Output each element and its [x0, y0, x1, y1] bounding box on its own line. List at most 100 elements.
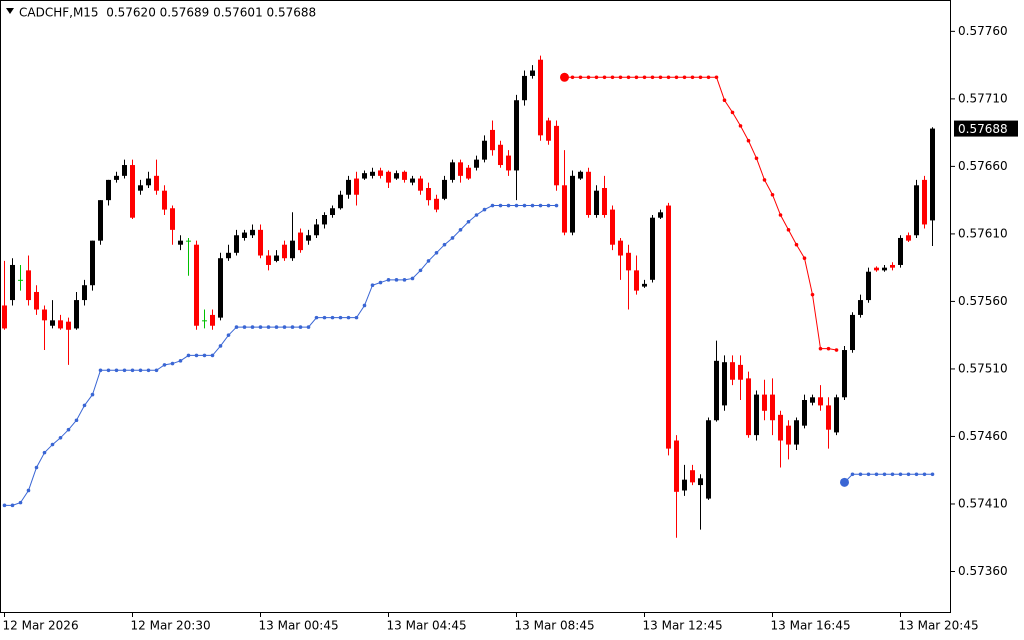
candle-body	[570, 175, 575, 233]
candle-body	[930, 128, 935, 221]
candle-body	[226, 252, 231, 259]
candle-body	[802, 399, 807, 426]
candle-body	[402, 171, 407, 180]
y-tick-label: 0.57610	[958, 226, 1008, 240]
candle-body	[482, 140, 487, 160]
indicator-line	[564, 76, 837, 351]
candle-body	[274, 255, 279, 261]
x-tick-label: 13 Mar 16:45	[771, 619, 851, 633]
candle-body	[458, 162, 463, 176]
candle-body	[810, 397, 815, 403]
candle-body	[266, 255, 271, 265]
candle-body	[834, 397, 839, 433]
candle-body	[394, 173, 399, 179]
candle-body	[842, 350, 847, 398]
candle-body	[538, 59, 543, 136]
candle-body	[106, 179, 111, 201]
candle-body	[194, 244, 199, 326]
candle-body	[34, 291, 39, 310]
candle-body	[362, 173, 367, 179]
candle-body	[154, 175, 159, 191]
candle-body	[66, 321, 71, 330]
candle-body	[10, 264, 15, 301]
candle-body	[858, 300, 863, 315]
candle-body	[658, 212, 663, 218]
candle-body	[706, 420, 711, 499]
candle-body	[178, 240, 183, 245]
candle-body	[26, 270, 31, 301]
candle-body	[554, 125, 559, 186]
candle-body	[698, 478, 703, 486]
candle-body	[186, 240, 191, 242]
candle-body	[906, 235, 911, 241]
candle-body	[218, 258, 223, 318]
candle-body	[826, 405, 831, 430]
candle-body	[58, 320, 63, 329]
candle-body	[146, 178, 151, 186]
candle-body	[74, 300, 79, 329]
candle-body	[890, 264, 895, 268]
y-tick-label: 0.57460	[958, 429, 1008, 443]
candle-body	[666, 205, 671, 449]
candle-body	[794, 420, 799, 445]
x-tick-label: 13 Mar 12:45	[643, 619, 723, 633]
candle-body	[522, 75, 527, 101]
candle-body	[578, 171, 583, 179]
y-tick-label: 0.57510	[958, 361, 1008, 375]
candle-body	[370, 171, 375, 176]
candle-body	[442, 179, 447, 199]
candle-body	[162, 190, 167, 210]
x-tick-label: 13 Mar 08:45	[515, 619, 595, 633]
y-tick-label: 0.57410	[958, 496, 1008, 510]
candle-body	[426, 187, 431, 201]
y-tick-label: 0.57560	[958, 294, 1008, 308]
candle-body	[882, 267, 887, 271]
candle-body	[50, 320, 55, 326]
candle-body	[586, 171, 591, 216]
symbol-menu-arrow[interactable]	[6, 8, 14, 14]
candle-body	[330, 208, 335, 216]
candle-body	[490, 129, 495, 151]
candle-body	[202, 320, 207, 322]
candle-body	[290, 240, 295, 259]
candle-body	[282, 244, 287, 259]
candle-body	[42, 309, 47, 321]
candle-body	[90, 240, 95, 286]
candle-body	[922, 179, 927, 225]
candle-body	[410, 178, 415, 183]
indicator-dot	[834, 348, 839, 352]
candle-body	[18, 279, 23, 281]
indicator-line	[4, 205, 933, 506]
current-price-box	[954, 120, 1018, 137]
candle-body	[618, 240, 623, 256]
candle-body	[354, 178, 359, 195]
candle-body	[770, 394, 775, 421]
candle-body	[474, 159, 479, 168]
candle-body	[714, 360, 719, 421]
y-tick-label: 0.57660	[958, 159, 1008, 173]
candle-body	[562, 185, 567, 233]
plot-frame	[0, 0, 951, 613]
candle-body	[738, 364, 743, 380]
candle-body	[818, 397, 823, 406]
candle-body	[338, 194, 343, 209]
candle-body	[234, 235, 239, 253]
candle-body	[122, 165, 127, 176]
x-tick-label: 13 Mar 04:45	[387, 619, 467, 633]
candle-body	[498, 144, 503, 166]
candle-body	[2, 305, 7, 329]
y-tick-label: 0.57760	[958, 24, 1008, 38]
candle-body	[418, 178, 423, 191]
candle-body	[506, 155, 511, 171]
y-tick-label: 0.57710	[958, 91, 1008, 105]
x-tick-label: 12 Mar 2026	[3, 619, 79, 633]
candle-body	[210, 314, 215, 326]
candle-body	[434, 198, 439, 210]
candle-body	[674, 440, 679, 492]
candle-body	[594, 190, 599, 216]
candle-body	[866, 271, 871, 301]
candle-body	[306, 235, 311, 241]
candle-body	[130, 165, 135, 218]
